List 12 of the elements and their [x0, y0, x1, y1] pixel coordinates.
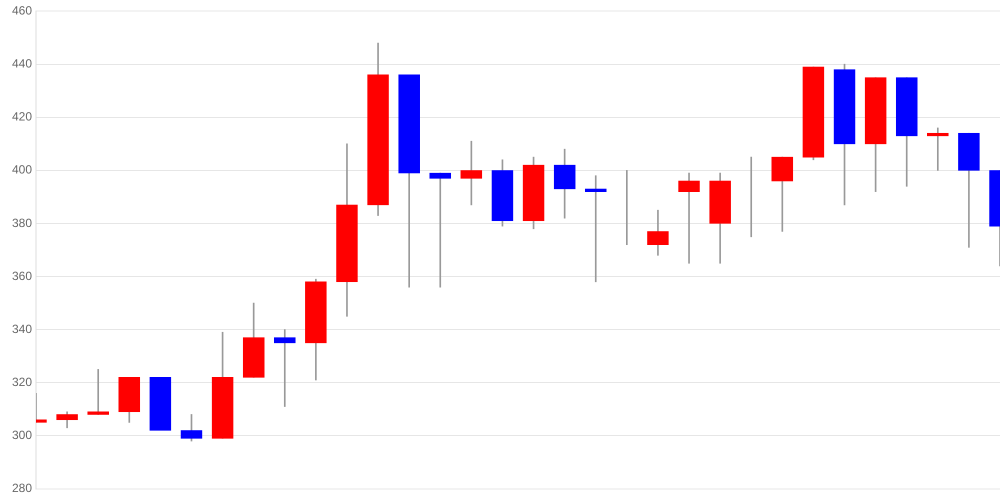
- y-tick-label: 420: [12, 110, 32, 124]
- y-tick-label: 460: [12, 4, 32, 18]
- y-tick-label: 320: [12, 374, 32, 389]
- y-tick-label: 380: [12, 216, 32, 230]
- y-tick-label: 360: [12, 268, 32, 283]
- y-tick-label: 280: [12, 481, 32, 496]
- y-tick-label: 340: [12, 322, 32, 336]
- y-tick-label: 400: [12, 162, 32, 177]
- candlestick: [678, 172, 700, 264]
- y-tick-label: 300: [12, 428, 32, 442]
- y-tick-label: 440: [12, 56, 32, 71]
- candlestick: [150, 377, 172, 431]
